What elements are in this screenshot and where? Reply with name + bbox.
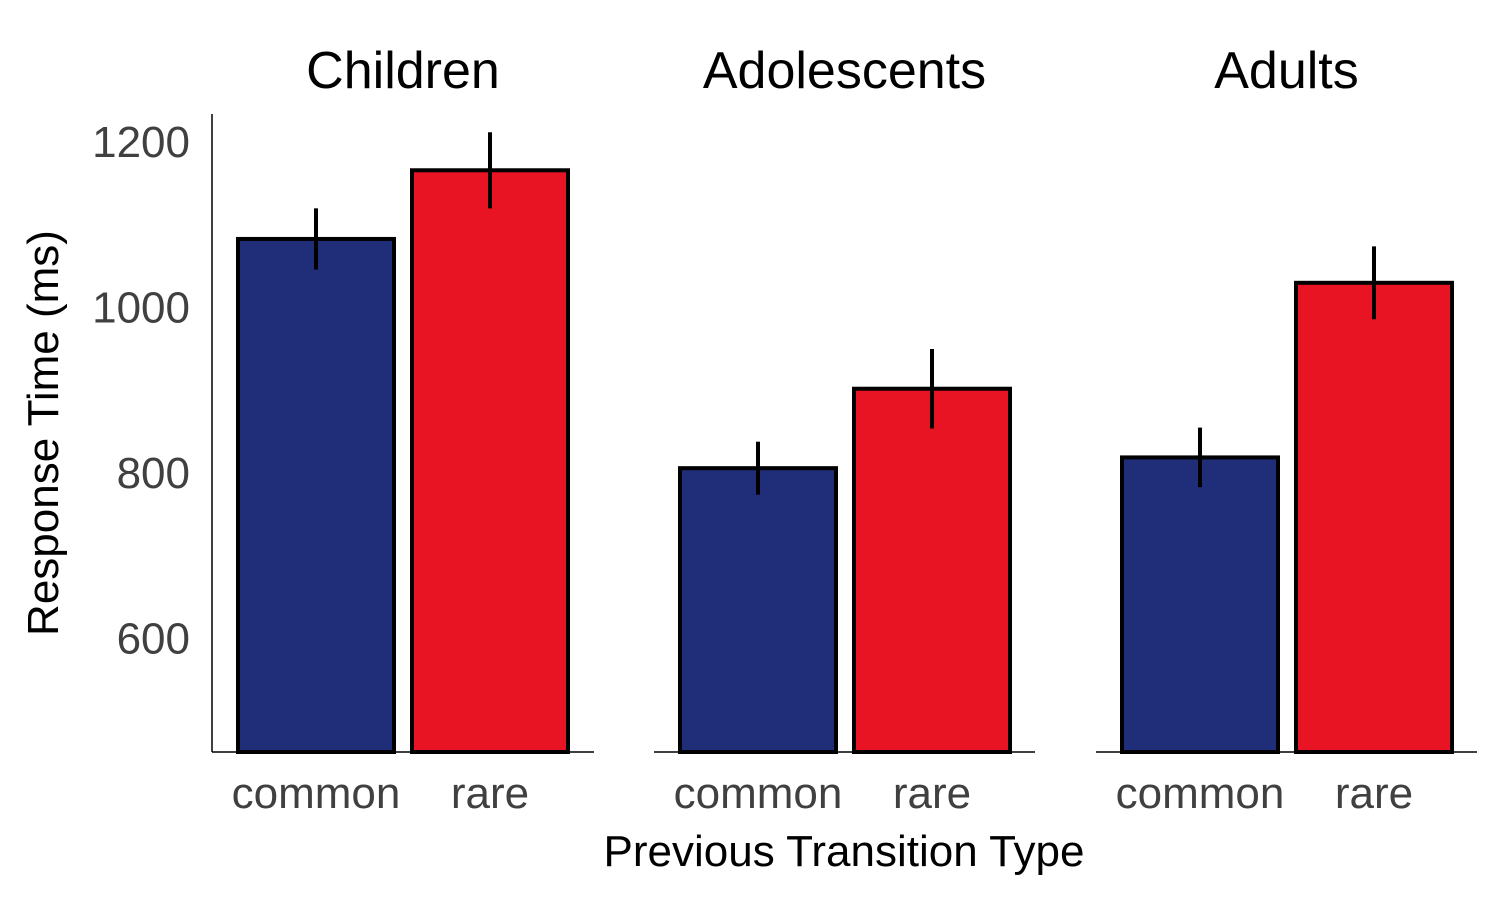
panel-title: Adults	[1214, 42, 1359, 100]
y-tick-label: 600	[117, 615, 190, 664]
bar-common	[1120, 455, 1280, 754]
bar-common	[678, 466, 838, 754]
x-tick-label: common	[1116, 769, 1285, 818]
y-tick-label: 800	[117, 449, 190, 498]
x-tick-label: common	[232, 769, 401, 818]
bar-rare	[852, 386, 1012, 754]
x-tick-label: rare	[451, 769, 529, 818]
bar-common	[236, 236, 396, 754]
y-axis-label: Response Time (ms)	[19, 230, 68, 636]
panel-title: Adolescents	[703, 42, 986, 100]
x-tick-label: common	[674, 769, 843, 818]
panel-title: Children	[306, 42, 500, 100]
x-axis-label: Previous Transition Type	[604, 827, 1085, 876]
bar-rare	[1294, 280, 1454, 754]
x-tick-label: rare	[893, 769, 971, 818]
y-tick-label: 1200	[92, 118, 190, 167]
y-tick-label: 1000	[92, 284, 190, 333]
x-tick-label: rare	[1335, 769, 1413, 818]
bar-rare	[410, 168, 570, 754]
